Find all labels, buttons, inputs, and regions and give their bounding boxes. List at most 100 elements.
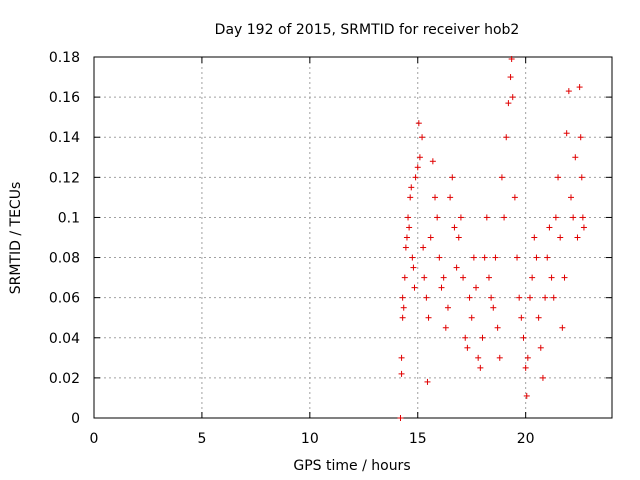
data-point (580, 224, 587, 231)
data-point (537, 344, 544, 351)
data-point (485, 274, 492, 281)
data-point (483, 214, 490, 221)
data-point (578, 174, 585, 181)
x-tick-label: 10 (301, 431, 319, 447)
data-point (407, 194, 414, 201)
data-point (542, 294, 549, 301)
data-point (398, 354, 405, 361)
data-point (552, 214, 559, 221)
x-tick-label: 0 (90, 431, 99, 447)
y-tick-label: 0.08 (49, 251, 80, 267)
data-point (516, 294, 523, 301)
tick-labels: 0 5 10 15 20 0 0.02 0.04 0.06 0.08 0.1 0.12 0.14 0.16… (49, 50, 535, 447)
y-tick-label: 0.14 (49, 130, 80, 146)
y-tick-label: 0.04 (49, 331, 80, 347)
data-point (572, 154, 579, 161)
data-point (444, 304, 451, 311)
x-tick-label: 5 (197, 431, 206, 447)
data-point (415, 120, 422, 127)
data-point (401, 274, 408, 281)
data-point (492, 254, 499, 261)
x-axis-label: GPS time / hours (293, 458, 410, 474)
data-point (408, 184, 415, 191)
data-point (399, 294, 406, 301)
data-point (416, 154, 423, 161)
data-point (423, 294, 430, 301)
data-point (505, 100, 512, 107)
data-point (523, 392, 530, 399)
y-tick-label: 0.1 (58, 210, 80, 226)
data-point (544, 254, 551, 261)
y-tick-label: 0.18 (49, 50, 80, 66)
axes (93, 56, 613, 419)
data-point (419, 134, 426, 141)
data-point (466, 294, 473, 301)
data-point (503, 134, 510, 141)
y-tick-label: 0 (71, 411, 80, 427)
data-point (453, 264, 460, 271)
data-point (420, 244, 427, 251)
data-point (555, 174, 562, 181)
data-point (559, 324, 566, 331)
data-point (436, 254, 443, 261)
data-point (457, 214, 464, 221)
data-point (425, 314, 432, 321)
data-point (565, 88, 572, 95)
data-point (440, 274, 447, 281)
data-point (412, 174, 419, 181)
data-point (432, 194, 439, 201)
data-point (460, 274, 467, 281)
data-point (557, 234, 564, 241)
data-point (488, 294, 495, 301)
data-point (570, 214, 577, 221)
data-point (447, 194, 454, 201)
data-point (567, 194, 574, 201)
data-point (477, 364, 484, 371)
data-point (399, 314, 406, 321)
data-point (449, 174, 456, 181)
data-point (434, 214, 441, 221)
x-tick-label: 15 (409, 431, 427, 447)
data-point (410, 264, 417, 271)
data-point (496, 354, 503, 361)
data-point (398, 370, 405, 377)
data-point (539, 374, 546, 381)
data-point (508, 56, 515, 63)
y-tick-label: 0.16 (49, 90, 80, 106)
data-point (473, 284, 480, 291)
y-axis-label: SRMTID / TECUs (8, 182, 24, 295)
data-point (397, 415, 404, 421)
data-point (400, 304, 407, 311)
data-point (455, 234, 462, 241)
data-point (438, 284, 445, 291)
data-point (470, 254, 477, 261)
data-point (475, 354, 482, 361)
data-point (563, 130, 570, 137)
data-point (546, 224, 553, 231)
data-point (411, 284, 418, 291)
data-point (524, 354, 531, 361)
data-point (421, 274, 428, 281)
chart-title: Day 192 of 2015, SRMTID for receiver hob… (215, 22, 520, 38)
data-point (464, 344, 471, 351)
data-point (403, 234, 410, 241)
data-point (409, 254, 416, 261)
data-points (397, 56, 587, 421)
data-point (579, 214, 586, 221)
data-point (518, 314, 525, 321)
data-point (548, 274, 555, 281)
data-point (501, 214, 508, 221)
data-point (577, 134, 584, 141)
y-tick-label: 0.06 (49, 291, 80, 307)
data-point (424, 378, 431, 385)
data-point (550, 294, 557, 301)
data-point (522, 364, 529, 371)
data-point (451, 224, 458, 231)
data-point (427, 234, 434, 241)
data-point (574, 234, 581, 241)
data-point (468, 314, 475, 321)
data-point (509, 94, 516, 101)
data-point (576, 84, 583, 91)
y-tick-label: 0.02 (49, 371, 80, 387)
